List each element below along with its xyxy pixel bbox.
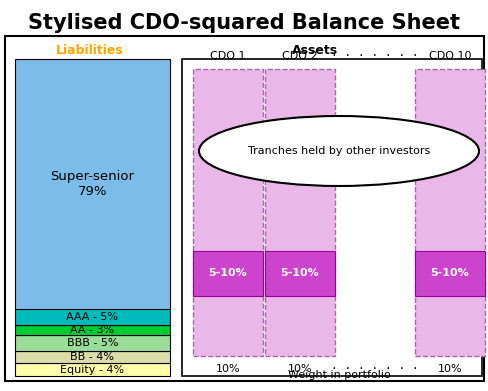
Text: BB - 4%: BB - 4%	[70, 352, 114, 362]
Text: Equity - 4%: Equity - 4%	[61, 365, 124, 375]
Text: Super-senior
79%: Super-senior 79%	[50, 170, 134, 198]
Bar	[15, 325, 170, 335]
Bar	[182, 59, 481, 376]
Bar	[15, 363, 170, 376]
Bar	[193, 69, 263, 356]
Ellipse shape	[199, 116, 478, 186]
Bar	[15, 59, 170, 309]
Bar	[15, 351, 170, 363]
Text: 10%: 10%	[287, 364, 312, 374]
Text: Stylised CDO-squared Balance Sheet: Stylised CDO-squared Balance Sheet	[28, 13, 459, 33]
Bar	[264, 69, 334, 356]
Text: CDO 1: CDO 1	[210, 51, 245, 61]
Text: CDO 2: CDO 2	[282, 51, 317, 61]
Text: 10%: 10%	[437, 364, 461, 374]
Text: · · · · · · ·: · · · · · · ·	[330, 51, 418, 61]
Bar	[5, 36, 483, 381]
Bar	[15, 335, 170, 351]
Text: Weight in portfolio: Weight in portfolio	[287, 370, 389, 380]
Bar	[15, 309, 170, 325]
Bar	[414, 251, 484, 296]
Bar	[414, 69, 484, 356]
Text: 5-10%: 5-10%	[208, 269, 247, 278]
Text: AA - 3%: AA - 3%	[70, 325, 114, 335]
Text: Tranches held by other investors: Tranches held by other investors	[247, 146, 429, 156]
Text: CDO 10: CDO 10	[428, 51, 470, 61]
Text: Liabilities: Liabilities	[56, 44, 123, 57]
Text: · · · · · · ·: · · · · · · ·	[330, 364, 418, 374]
Text: 5-10%: 5-10%	[430, 269, 468, 278]
Text: AAA - 5%: AAA - 5%	[66, 312, 118, 322]
Text: 10%: 10%	[215, 364, 240, 374]
Bar	[264, 251, 334, 296]
Text: 5-10%: 5-10%	[280, 269, 319, 278]
Text: Assets: Assets	[291, 44, 337, 57]
Text: BBB - 5%: BBB - 5%	[67, 338, 118, 348]
Bar	[193, 251, 263, 296]
